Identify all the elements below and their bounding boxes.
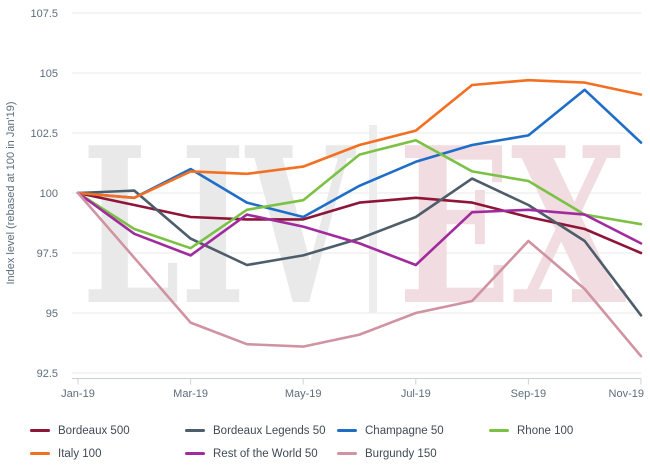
y-tick-label-97.5: 97.5 [37, 248, 58, 260]
series-line-burgundy-150 [76, 191, 643, 358]
legend-swatch-bordeaux-500 [30, 429, 50, 432]
livex-watermark: LIV EX [82, 100, 626, 353]
y-tick-label-102.5: 102.5 [30, 128, 58, 140]
legend-swatch-burgundy-150 [337, 452, 357, 455]
watermark-liv-text: LIV [82, 100, 356, 353]
legend-swatch-bordeaux-legends-50 [185, 429, 205, 432]
legend-label-rhone-100: Rhone 100 [517, 424, 574, 437]
legend-label-champagne-50: Champagne 50 [365, 424, 444, 437]
x-tick-label-mar-19: Mar-19 [173, 388, 208, 400]
legend-item-bordeaux-legends-50[interactable]: Bordeaux Legends 50 [185, 425, 337, 437]
y-tick-label-107.5: 107.5 [30, 8, 58, 20]
series-line-bordeaux-legends-50 [76, 177, 643, 317]
watermark-ex-text: EX [398, 100, 626, 353]
legend-item-burgundy-150[interactable]: Burgundy 150 [337, 448, 489, 460]
series-line-rhone-100 [76, 138, 643, 250]
legend-swatch-rest-of-the-world-50 [185, 452, 205, 455]
legend-item-rest-of-the-world-50[interactable]: Rest of the World 50 [185, 448, 337, 460]
y-tick-label-105: 105 [40, 68, 58, 80]
series-line-rest-of-the-world-50 [76, 191, 643, 267]
series-line-bordeaux-500 [76, 191, 643, 255]
watermark-separator-bar [369, 125, 377, 313]
legend-label-burgundy-150: Burgundy 150 [365, 447, 437, 460]
legend-label-rest-of-the-world-50: Rest of the World 50 [213, 447, 318, 460]
legend-item-italy-100[interactable]: Italy 100 [30, 448, 185, 460]
series-line-italy-100 [76, 78, 643, 200]
legend-swatch-champagne-50 [337, 429, 357, 432]
x-tick-label-sep-19: Sep-19 [511, 388, 546, 400]
series-line-champagne-50 [76, 88, 643, 219]
y-tick-label-95: 95 [46, 308, 58, 320]
legend-item-bordeaux-500[interactable]: Bordeaux 500 [30, 425, 185, 437]
x-tick-label-may-19: May-19 [285, 388, 322, 400]
y-tick-label-92.5: 92.5 [37, 368, 58, 380]
y-axis-title: Index level (rebased at 100 in Jan'19) [5, 101, 17, 284]
chart-legend: Bordeaux 500 Bordeaux Legends 50 Champagne… [30, 419, 642, 465]
legend-label-bordeaux-legends-50: Bordeaux Legends 50 [213, 424, 326, 437]
x-tick-label-jan-19: Jan-19 [61, 388, 95, 400]
legend-item-rhone-100[interactable]: Rhone 100 [489, 425, 642, 437]
x-tick-label-jul-19: Jul-19 [401, 388, 431, 400]
legend-swatch-rhone-100 [489, 429, 509, 432]
legend-label-bordeaux-500: Bordeaux 500 [58, 424, 130, 437]
x-tick-label-nov-19: Nov-19 [609, 388, 644, 400]
legend-swatch-italy-100 [30, 452, 50, 455]
legend-label-italy-100: Italy 100 [58, 447, 102, 460]
y-tick-label-100: 100 [40, 188, 58, 200]
legend-item-champagne-50[interactable]: Champagne 50 [337, 425, 489, 437]
